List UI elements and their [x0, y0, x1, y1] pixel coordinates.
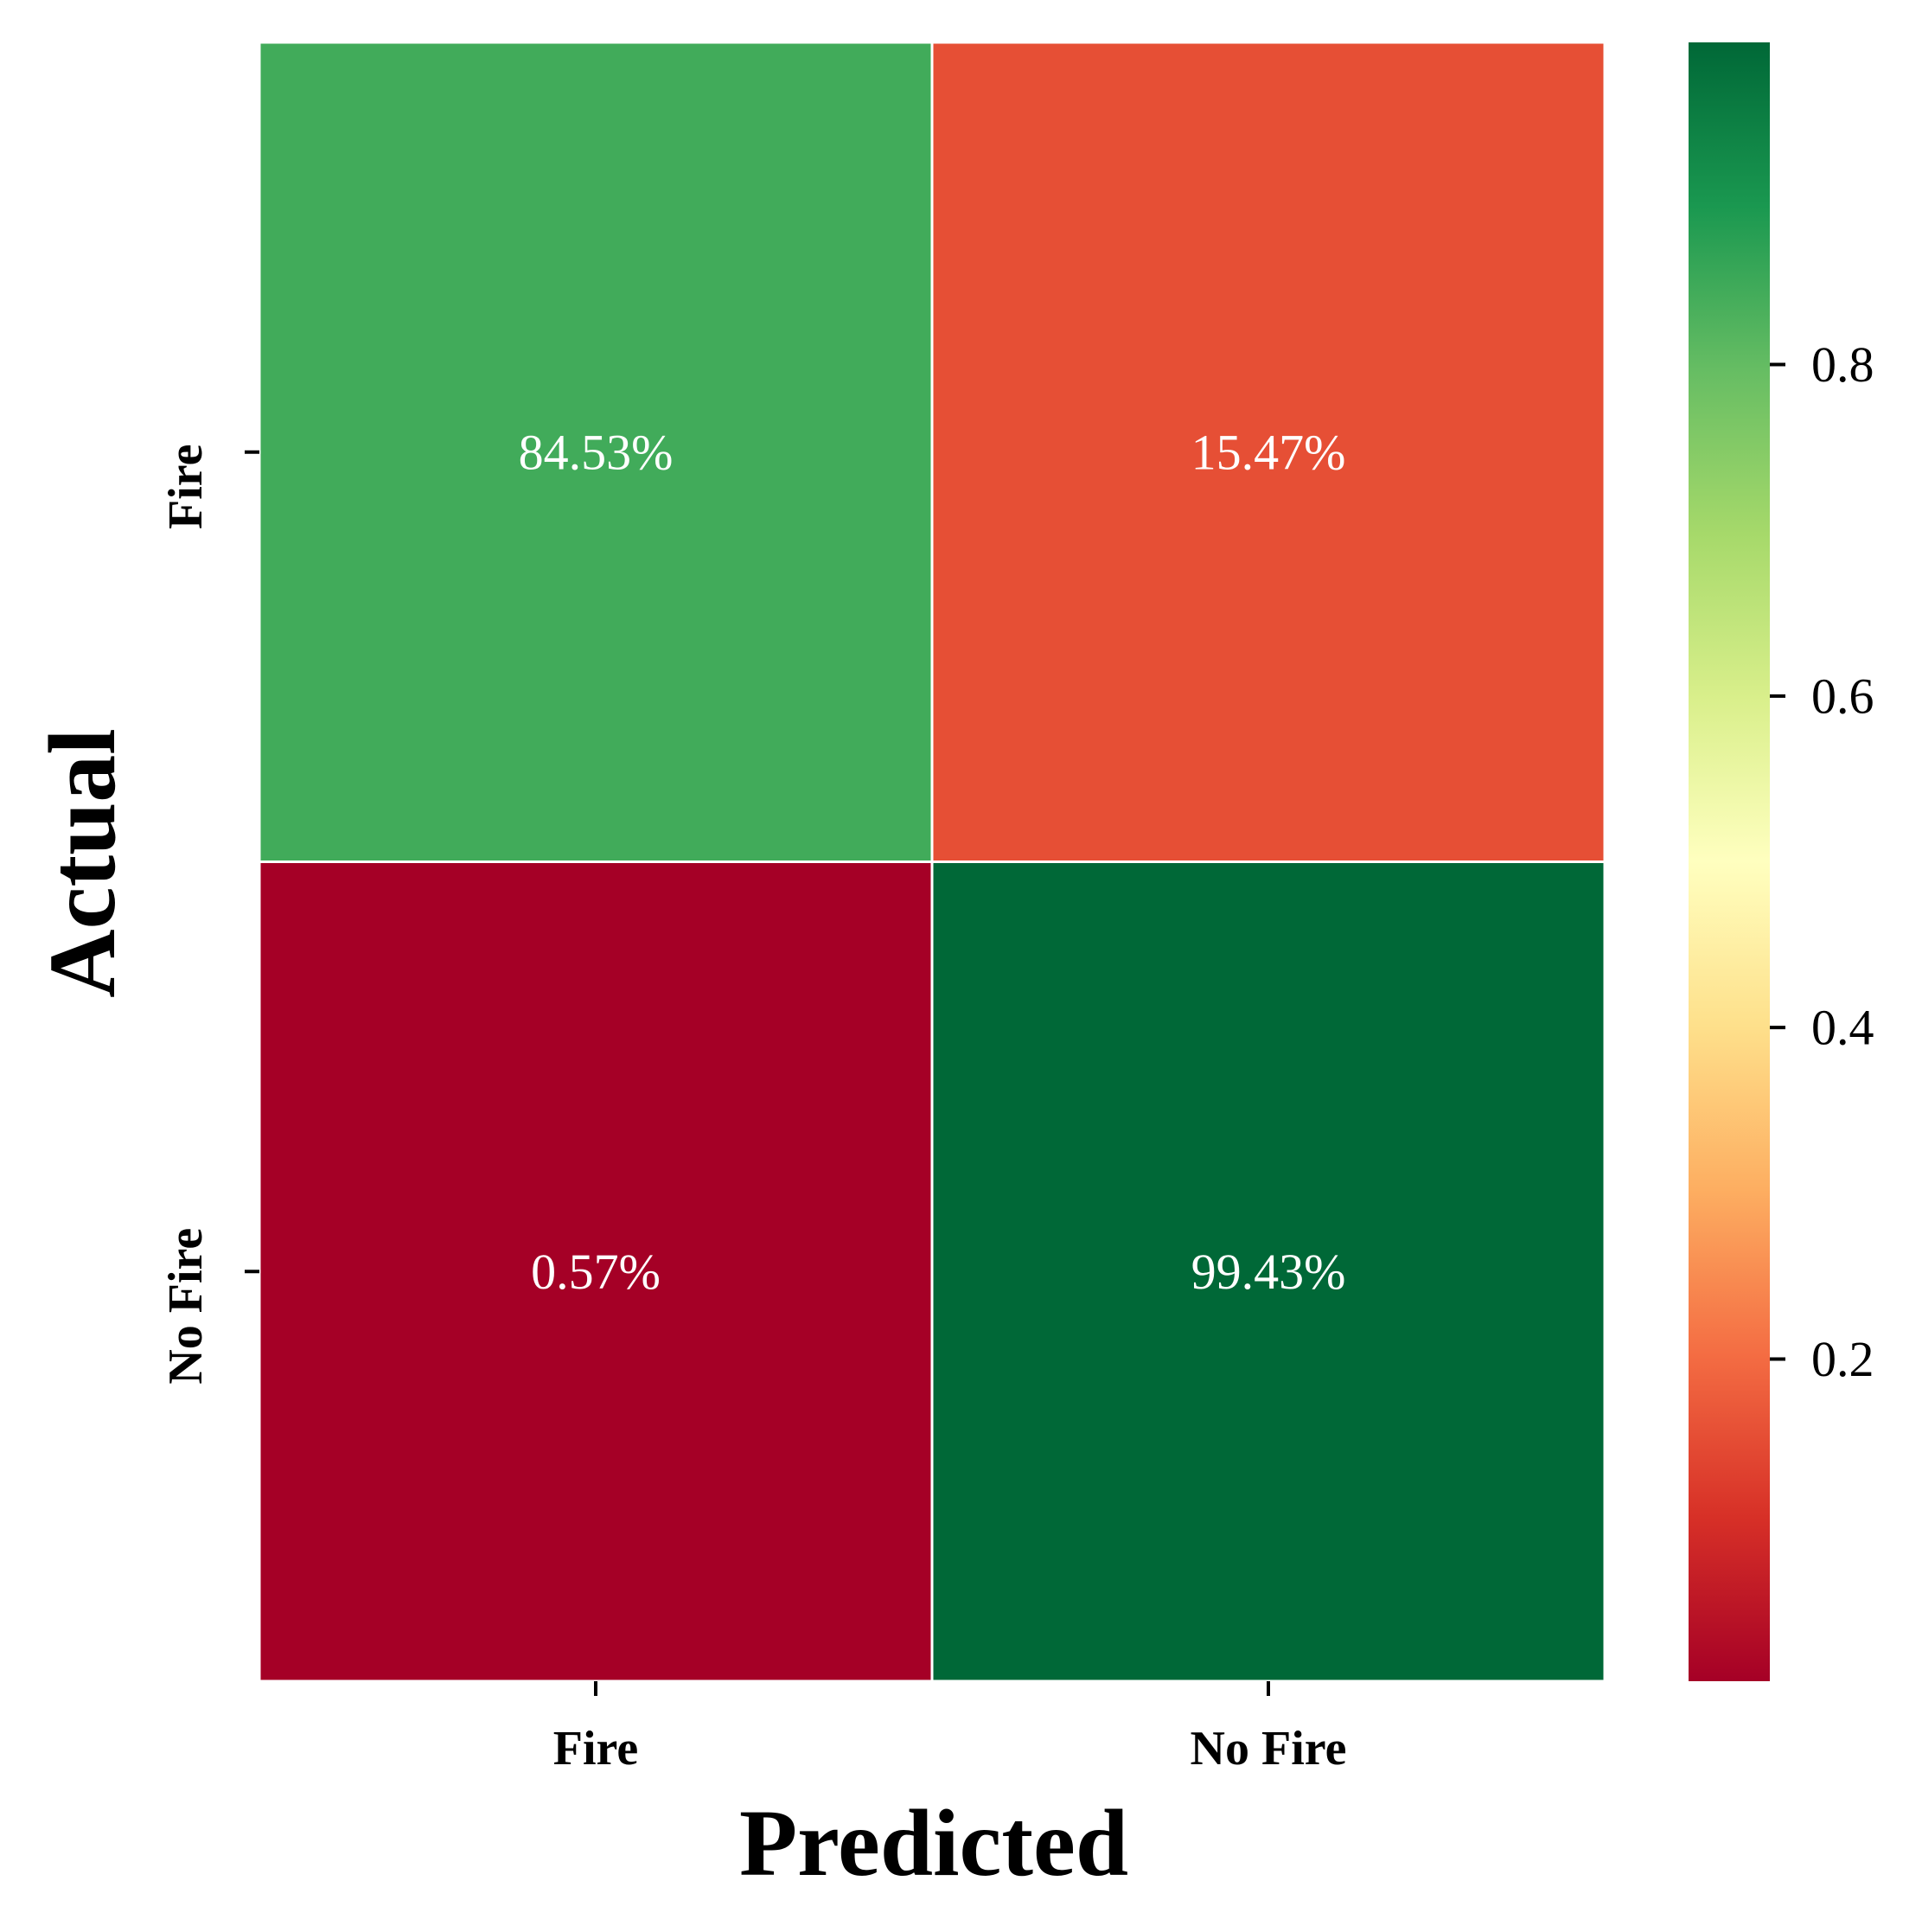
heatmap-cell-labels: 84.53% 15.47% 0.57% 99.43%	[519, 424, 1346, 1300]
colorbar-tick-label: 0.6	[1811, 668, 1874, 724]
colorbar-tick-label: 0.2	[1811, 1331, 1874, 1387]
cell-value-label: 0.57%	[531, 1244, 661, 1300]
colorbar-tick-label: 0.4	[1811, 1000, 1874, 1056]
y-axis-title: Actual	[29, 728, 135, 998]
x-axis-ticks: Fire No Fire	[553, 1681, 1347, 1775]
colorbar-tick-label: 0.8	[1811, 336, 1874, 393]
heatmap-cell	[258, 860, 934, 1683]
heatmap-cell	[258, 41, 934, 863]
heatmap-cells	[258, 41, 1606, 1683]
y-tick-label: No Fire	[159, 1228, 213, 1385]
cell-value-label: 15.47%	[1191, 424, 1346, 480]
cell-value-label: 84.53%	[519, 424, 674, 480]
heatmap-cell	[930, 860, 1606, 1683]
y-axis-ticks: Fire No Fire	[159, 445, 259, 1385]
heatmap-cell	[930, 41, 1606, 863]
x-axis-title: Predicted	[739, 1790, 1128, 1896]
y-tick-label: Fire	[159, 445, 213, 529]
x-tick-label: Fire	[553, 1722, 638, 1775]
cell-value-label: 99.43%	[1191, 1244, 1346, 1300]
x-tick-label: No Fire	[1191, 1722, 1347, 1775]
colorbar	[1689, 42, 1770, 1681]
colorbar-ticks: 0.2 0.4 0.6 0.8	[1770, 336, 1874, 1387]
